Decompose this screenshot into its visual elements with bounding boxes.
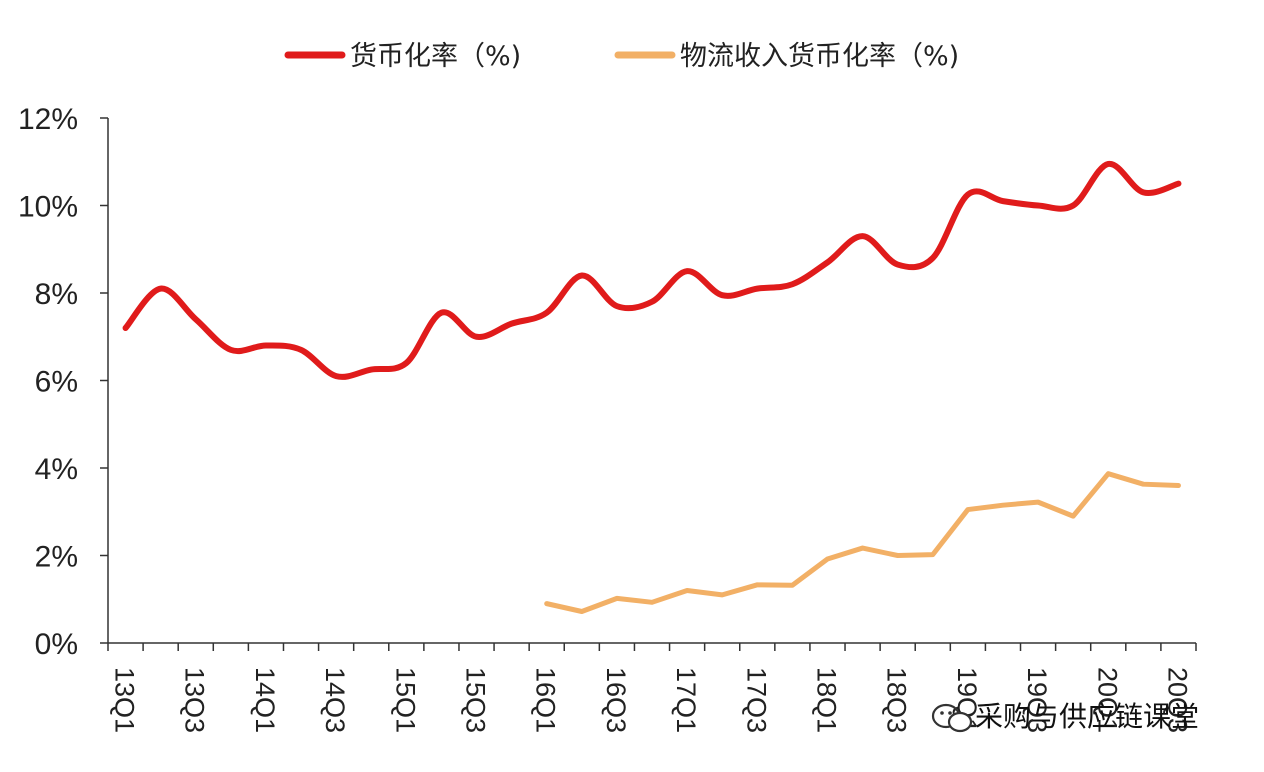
series-line-1 xyxy=(122,160,1182,380)
x-tick-label: 18Q1 xyxy=(811,667,841,733)
x-tick-label: 14Q3 xyxy=(320,667,350,733)
watermark-text: 采购与供应链课堂 xyxy=(975,700,1199,733)
x-tick-label: 16Q3 xyxy=(601,667,631,733)
x-tick-label: 20Q3 xyxy=(1162,667,1192,733)
y-tick-label: 4% xyxy=(35,453,78,486)
legend-label-2: 物流收入货币化率（%) xyxy=(680,41,959,72)
axes: 0% 2% 4% 6% 8% 10% 12% 13Q1 13Q3 14Q1 14Q3 15Q1 15Q3… xyxy=(18,103,1197,733)
y-tick-label: 2% xyxy=(35,541,78,574)
x-tick-label: 19Q3 xyxy=(1022,667,1052,733)
x-tick-label: 15Q1 xyxy=(390,667,420,733)
x-tick-label: 14Q1 xyxy=(250,667,280,733)
x-tick-label: 18Q3 xyxy=(882,667,912,733)
wechat-icon xyxy=(931,703,973,733)
y-tick-label: 10% xyxy=(18,191,78,224)
x-tick-label: 13Q3 xyxy=(180,667,210,733)
legend: 货币化率（%) 物流收入货币化率（%) xyxy=(284,41,959,72)
y-tick-label: 6% xyxy=(35,366,78,399)
x-tick-label: 16Q1 xyxy=(531,667,561,733)
y-tick-label: 12% xyxy=(18,103,78,136)
x-tick-label: 15Q3 xyxy=(461,667,491,733)
y-tick-label: 0% xyxy=(35,628,78,661)
x-tick-label: 20Q1 xyxy=(1092,667,1122,733)
x-tick-label: 17Q1 xyxy=(671,667,701,733)
x-tick-label: 13Q1 xyxy=(110,667,140,733)
y-tick-label: 8% xyxy=(35,278,78,311)
watermark: 采购与供应链课堂 xyxy=(931,700,1199,733)
series-group xyxy=(122,160,1182,614)
series-line-2 xyxy=(544,471,1181,614)
x-tick-label: 17Q3 xyxy=(741,667,771,733)
legend-label-1: 货币化率（%) xyxy=(350,41,521,72)
